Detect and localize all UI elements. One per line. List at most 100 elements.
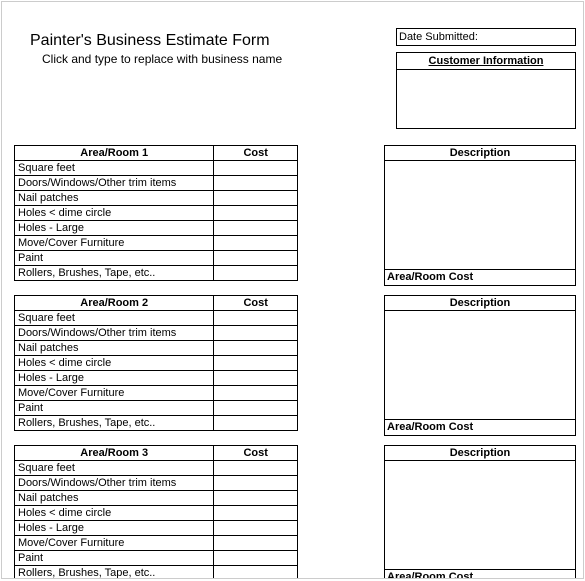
item-cost-cell[interactable] [214,386,298,401]
customer-info-header: Customer Information [396,52,576,70]
item-label: Nail patches [15,191,214,206]
area-section: Area/Room 2CostSquare feetDoors/Windows/… [14,295,576,436]
description-column: Description Area/Room Cost [384,445,576,579]
item-label: Square feet [15,461,214,476]
item-label: Holes < dime circle [15,356,214,371]
description-header: Description [384,295,576,311]
table-row: Holes < dime circle [15,356,298,371]
table-row: Holes - Large [15,521,298,536]
table-row: Nail patches [15,191,298,206]
item-label: Holes < dime circle [15,506,214,521]
description-box[interactable] [384,311,576,420]
item-cost-cell[interactable] [214,161,298,176]
description-column: DescriptionArea/Room Cost [384,145,576,286]
table-row: Move/Cover Furniture [15,386,298,401]
item-label: Square feet [15,161,214,176]
item-cost-cell[interactable] [214,371,298,386]
item-cost-cell[interactable] [214,356,298,371]
item-cost-cell[interactable] [214,326,298,341]
item-label: Rollers, Brushes, Tape, etc.. [15,566,214,580]
area-header: Area/Room 3 [15,446,214,461]
date-submitted-field[interactable]: Date Submitted: [396,28,576,46]
item-cost-cell[interactable] [214,416,298,431]
item-label: Move/Cover Furniture [15,536,214,551]
table-row: Doors/Windows/Other trim items [15,176,298,191]
item-label: Paint [15,401,214,416]
area-table: Area/Room 1CostSquare feetDoors/Windows/… [14,145,298,281]
item-cost-cell[interactable] [214,401,298,416]
cost-header: Cost [214,446,298,461]
description-box[interactable] [384,161,576,270]
item-cost-cell[interactable] [214,236,298,251]
item-cost-cell[interactable] [214,491,298,506]
form-subtitle[interactable]: Click and type to replace with business … [42,52,282,66]
item-cost-cell[interactable] [214,566,298,580]
description-box[interactable] [384,461,576,570]
table-row: Holes < dime circle [15,206,298,221]
table-row: Holes - Large [15,371,298,386]
area-room-cost-row[interactable]: Area/Room Cost [384,270,576,286]
item-cost-cell[interactable] [214,341,298,356]
date-submitted-label: Date Submitted: [399,31,478,43]
item-cost-cell[interactable] [214,191,298,206]
table-row: Doors/Windows/Other trim items [15,476,298,491]
item-label: Nail patches [15,341,214,356]
item-cost-cell[interactable] [214,476,298,491]
item-label: Holes < dime circle [15,206,214,221]
table-row: Rollers, Brushes, Tape, etc.. [15,266,298,281]
table-row: Square feet [15,311,298,326]
table-row: Square feet [15,461,298,476]
item-label: Holes - Large [15,521,214,536]
item-cost-cell[interactable] [214,206,298,221]
table-row: Paint [15,551,298,566]
table-row: Paint [15,251,298,266]
item-label: Doors/Windows/Other trim items [15,476,214,491]
item-label: Doors/Windows/Other trim items [15,326,214,341]
area-table: Area/Room 2CostSquare feetDoors/Windows/… [14,295,298,431]
table-row: Holes < dime circle [15,506,298,521]
table-row: Move/Cover Furniture [15,236,298,251]
item-label: Holes - Large [15,371,214,386]
table-row: Holes - Large [15,221,298,236]
item-label: Nail patches [15,491,214,506]
item-label: Paint [15,251,214,266]
cost-header: Cost [214,296,298,311]
item-cost-cell[interactable] [214,536,298,551]
item-label: Rollers, Brushes, Tape, etc.. [15,266,214,281]
item-cost-cell[interactable] [214,506,298,521]
table-row: Move/Cover Furniture [15,536,298,551]
area-room-cost-row[interactable]: Area/Room Cost [384,570,576,579]
description-column: Description Area/Room Cost [384,295,576,436]
table-row: Nail patches [15,341,298,356]
item-label: Doors/Windows/Other trim items [15,176,214,191]
cost-header: Cost [214,146,298,161]
table-row: Paint [15,401,298,416]
item-cost-cell[interactable] [214,461,298,476]
area-header: Area/Room 1 [15,146,214,161]
table-row: Rollers, Brushes, Tape, etc.. [15,416,298,431]
item-label: Paint [15,551,214,566]
area-section: Area/Room 1CostSquare feetDoors/Windows/… [14,145,576,286]
area-header: Area/Room 2 [15,296,214,311]
item-label: Move/Cover Furniture [15,236,214,251]
item-cost-cell[interactable] [214,221,298,236]
page: Painter's Business Estimate Form Click a… [1,1,584,579]
area-section: Area/Room 3CostSquare feetDoors/Windows/… [14,445,576,579]
item-label: Rollers, Brushes, Tape, etc.. [15,416,214,431]
item-cost-cell[interactable] [214,521,298,536]
table-row: Rollers, Brushes, Tape, etc.. [15,566,298,580]
item-cost-cell[interactable] [214,311,298,326]
item-cost-cell[interactable] [214,551,298,566]
description-header: Description [384,445,576,461]
table-row: Nail patches [15,491,298,506]
item-cost-cell[interactable] [214,176,298,191]
area-table: Area/Room 3CostSquare feetDoors/Windows/… [14,445,298,579]
table-row: Square feet [15,161,298,176]
item-label: Holes - Large [15,221,214,236]
table-row: Doors/Windows/Other trim items [15,326,298,341]
item-cost-cell[interactable] [214,266,298,281]
customer-info-box[interactable] [396,69,576,129]
item-cost-cell[interactable] [214,251,298,266]
item-label: Square feet [15,311,214,326]
area-room-cost-row[interactable]: Area/Room Cost [384,420,576,436]
